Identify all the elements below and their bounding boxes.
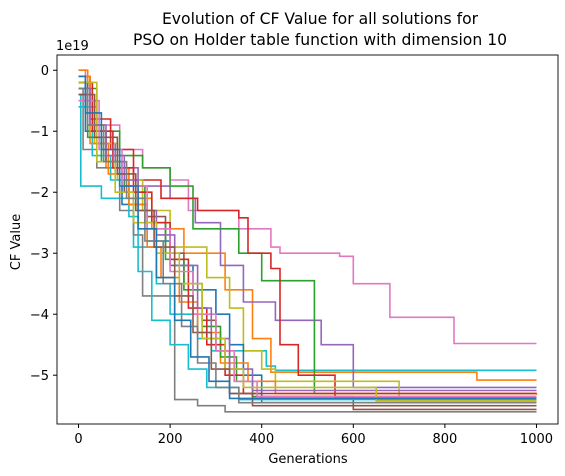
series-line-20 — [78, 75, 537, 400]
y-tick-label: −3 — [30, 247, 49, 262]
series-line-9 — [78, 87, 537, 413]
x-axis-ticks: 0 200 400 600 800 1000 — [74, 424, 553, 447]
x-tick-label: 800 — [432, 432, 457, 447]
y-tick-label: −2 — [30, 186, 49, 201]
x-tick-label: 400 — [249, 432, 274, 447]
series-line-11 — [78, 106, 537, 401]
y-axis-label: CF Value — [9, 214, 24, 270]
chart-title-line-2: PSO on Holder table function with dimens… — [133, 31, 507, 49]
y-tick-label: 0 — [41, 64, 49, 79]
y-tick-label: −1 — [30, 125, 49, 140]
series-line-12 — [78, 75, 538, 395]
x-axis-label: Generations — [268, 452, 348, 467]
x-tick-label: 600 — [341, 432, 366, 447]
x-tick-label: 1000 — [520, 432, 553, 447]
y-tick-label: −5 — [30, 369, 49, 384]
y-tick-label: −4 — [30, 308, 49, 323]
chart-title: Evolution of CF Value for all solutions … — [133, 10, 507, 49]
series-line-15 — [78, 99, 537, 398]
series-line-16 — [78, 87, 537, 392]
series-line-18 — [78, 93, 537, 407]
series-line-6 — [78, 75, 537, 400]
x-tick-label: 200 — [158, 432, 183, 447]
x-tick-label: 0 — [74, 432, 82, 447]
series-line-1 — [78, 69, 537, 345]
y-axis-ticks: 0 −1 −2 −3 −4 −5 — [30, 64, 57, 384]
series-lines — [78, 69, 538, 413]
plot-area-frame — [56, 54, 559, 425]
series-line-2 — [78, 93, 537, 372]
series-line-7 — [78, 99, 537, 402]
series-line-5 — [78, 87, 537, 395]
series-line-19 — [78, 87, 537, 404]
chart-title-line-1: Evolution of CF Value for all solutions … — [162, 10, 479, 28]
y-axis-offset-label: 1e19 — [56, 39, 89, 54]
